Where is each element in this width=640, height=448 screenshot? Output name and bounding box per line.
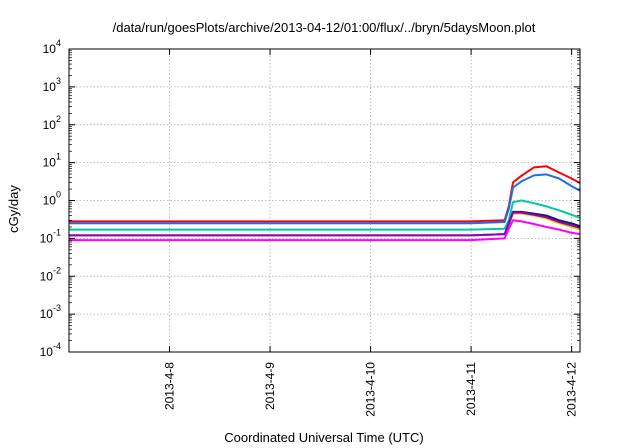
y-axis-label: cGy/day <box>6 185 21 233</box>
y-tick-base: 10 <box>43 80 57 94</box>
chart-title: /data/run/goesPlots/archive/2013-04-12/0… <box>113 20 536 35</box>
y-tick-label: 104 <box>43 38 61 56</box>
x-tick-label: 2013-4-9 <box>263 362 277 410</box>
series-line-1 <box>69 165 581 223</box>
y-tick-exponent: -4 <box>53 341 61 351</box>
y-tick-base: 10 <box>40 307 54 321</box>
y-tick-exponent: -2 <box>53 265 61 275</box>
y-tick-base: 10 <box>43 194 57 208</box>
series-line-5 <box>69 212 581 237</box>
y-tick-exponent: 4 <box>56 38 61 48</box>
x-tick-label: 2013-4-10 <box>364 362 378 417</box>
series-line-7 <box>69 219 581 242</box>
x-tick-label: 2013-4-12 <box>565 362 579 417</box>
y-tick-base: 10 <box>43 42 57 56</box>
series-line-6 <box>69 211 581 237</box>
gridlines <box>69 49 580 352</box>
plot-series <box>69 165 581 242</box>
y-tick-exponent: -1 <box>53 227 61 237</box>
x-ticks: 2013-4-8 2013-4-9 2013-4-10 2013-4-11 2013-4… <box>163 49 579 417</box>
y-tick-label: 10-2 <box>40 265 61 283</box>
y-tick-exponent: -3 <box>53 303 61 313</box>
x-tick-label: 2013-4-11 <box>464 362 478 416</box>
y-tick-label: 103 <box>43 76 61 94</box>
y-tick-base: 10 <box>40 269 54 283</box>
y-tick-exponent: 0 <box>56 190 61 200</box>
x-tick-label: 2013-4-8 <box>163 362 177 410</box>
series-line-2 <box>69 173 581 225</box>
y-tick-base: 10 <box>40 231 54 245</box>
y-tick-label: 10-4 <box>40 341 61 359</box>
y-tick-base: 10 <box>43 156 57 170</box>
y-tick-base: 10 <box>40 345 54 359</box>
y-tick-label: 10-3 <box>40 303 61 321</box>
y-tick-label: 102 <box>43 114 61 132</box>
y-tick-exponent: 3 <box>56 76 61 86</box>
y-tick-base: 10 <box>43 118 57 132</box>
y-tick-exponent: 1 <box>56 152 61 162</box>
x-axis-label: Coordinated Universal Time (UTC) <box>224 430 423 445</box>
series-line-3 <box>69 199 581 231</box>
y-tick-label: 10-1 <box>40 227 61 245</box>
y-tick-exponent: 2 <box>56 114 61 124</box>
y-tick-label: 101 <box>43 152 61 170</box>
y-tick-label: 100 <box>43 190 61 208</box>
